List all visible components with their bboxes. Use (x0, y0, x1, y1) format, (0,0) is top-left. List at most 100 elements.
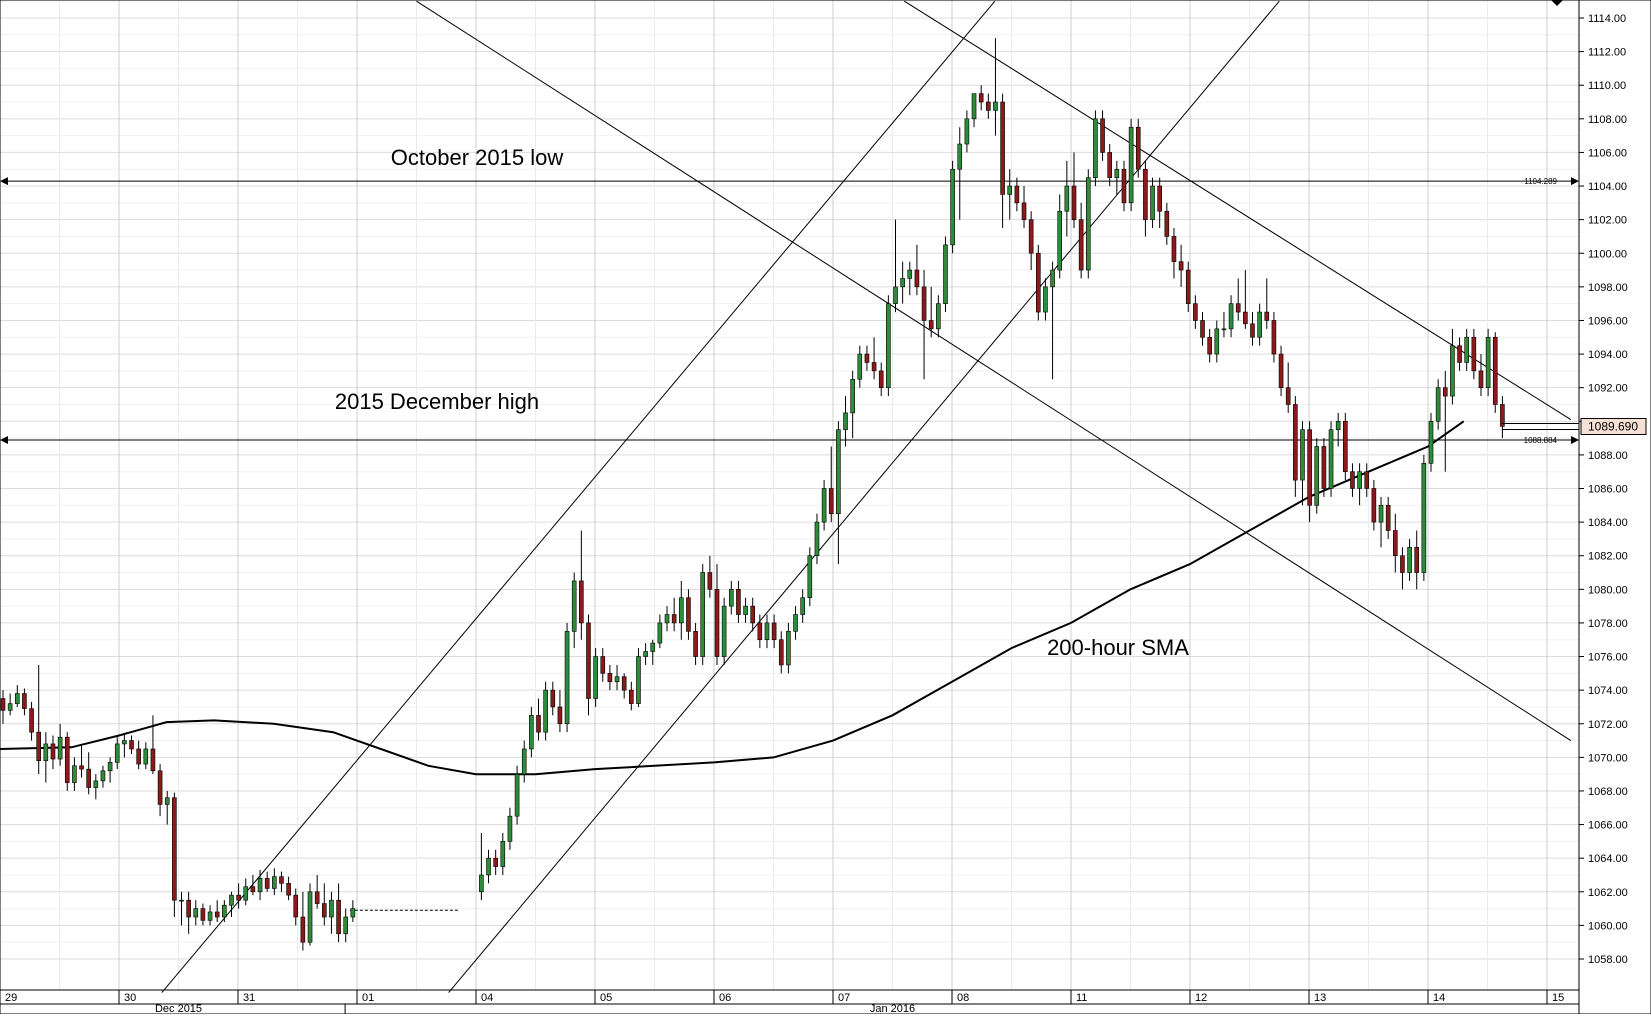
candle-body-up (1421, 462, 1427, 573)
candle (57, 723, 63, 766)
candle (336, 883, 341, 943)
candle-body-up (950, 168, 955, 246)
candle-body-up (193, 908, 199, 918)
candle-body-down (621, 676, 627, 691)
candle-body-up (564, 631, 570, 725)
candles (0, 38, 1505, 951)
candle (1043, 278, 1048, 321)
candle-body-down (757, 622, 763, 641)
candle (0, 690, 6, 724)
candle (857, 345, 863, 388)
trendline-desc_outer (416, 0, 1572, 741)
candle-body-up (179, 899, 184, 902)
candle (1157, 177, 1162, 229)
candle (1435, 379, 1441, 430)
candle-body-up (1228, 303, 1234, 330)
candle-body-down (550, 689, 556, 708)
candle (1000, 93, 1005, 229)
candle-body-up (521, 748, 527, 775)
candle (186, 891, 191, 934)
candle (222, 900, 227, 923)
y-tick-label: 1078.00 (1588, 618, 1628, 630)
candle-body-up (1435, 387, 1441, 422)
candle (1207, 328, 1212, 363)
candle-body-up (107, 762, 113, 772)
candle-body-up (636, 656, 641, 704)
candle-body-down (1021, 202, 1027, 220)
candle-body-up (507, 815, 513, 842)
candle-body-up (93, 780, 99, 788)
candle-body-down (921, 286, 927, 321)
candle-body-down (1492, 336, 1498, 405)
candle (864, 345, 870, 371)
candle-body-down (157, 770, 163, 805)
candle-body-up (971, 93, 977, 120)
y-tick-label: 1104.00 (1588, 181, 1627, 193)
candle-body-up (529, 715, 534, 750)
candle-body-up (1128, 126, 1134, 204)
candle (986, 93, 991, 119)
candle (129, 735, 134, 754)
candle (1257, 303, 1262, 346)
candle (329, 891, 334, 934)
candle (636, 648, 641, 707)
candle-body-down (1121, 168, 1127, 204)
candle (886, 295, 891, 397)
candle-body-up (1064, 185, 1070, 212)
candle-body-down (1100, 118, 1105, 153)
candle-body-up (850, 378, 855, 414)
candle (43, 732, 49, 783)
candle-body-down (1143, 168, 1148, 220)
candle-body-down (1243, 311, 1248, 325)
candle-body-down (1028, 219, 1034, 254)
candle-body-up (721, 605, 727, 657)
candle (1350, 463, 1355, 497)
candle (1214, 320, 1220, 363)
candle-body-down (36, 731, 42, 762)
x-tick-label: 11 (1076, 992, 1087, 1004)
candle (786, 622, 791, 674)
candle (821, 480, 827, 531)
candle-body-down (536, 715, 541, 733)
candle (1185, 261, 1191, 313)
candle-body-down (693, 631, 698, 657)
candle (321, 883, 327, 926)
candle-body-up (1428, 420, 1434, 464)
candle (22, 688, 27, 716)
trendline-channel_lower (448, 0, 1280, 993)
candle (943, 236, 948, 313)
arrow-right-icon (1571, 177, 1579, 186)
candle (1164, 202, 1170, 245)
y-tick-label: 1068.00 (1588, 786, 1628, 798)
candle-body-up (1300, 429, 1305, 481)
candle-body-up (100, 770, 106, 782)
candle-body-down (1321, 446, 1327, 489)
candle-body-up (243, 886, 249, 901)
candle-body-down (293, 894, 299, 918)
candle (200, 903, 206, 926)
candle-body-up (1214, 328, 1220, 355)
candle-body-up (657, 622, 663, 644)
current-price-box (1580, 417, 1647, 435)
candle-body-down (1364, 471, 1370, 489)
candle (1314, 438, 1320, 514)
candle (143, 742, 149, 770)
candle-body-up (964, 118, 970, 145)
candle (1407, 538, 1412, 581)
candle (179, 891, 184, 926)
candle (1235, 278, 1241, 321)
candle (614, 664, 620, 691)
candle (207, 905, 213, 926)
candle (1278, 345, 1284, 397)
candle-body-up (1114, 168, 1120, 178)
candle-body-up (764, 622, 770, 641)
candle-body-down (928, 320, 934, 330)
candle (550, 681, 556, 716)
annotation-sma: 200-hour SMA (1047, 635, 1189, 660)
candle-body-down (686, 597, 691, 632)
candle-body-up (593, 656, 598, 699)
candle-body-down (86, 768, 91, 788)
candle (629, 681, 634, 711)
candle (1293, 396, 1298, 497)
candle (521, 740, 527, 783)
